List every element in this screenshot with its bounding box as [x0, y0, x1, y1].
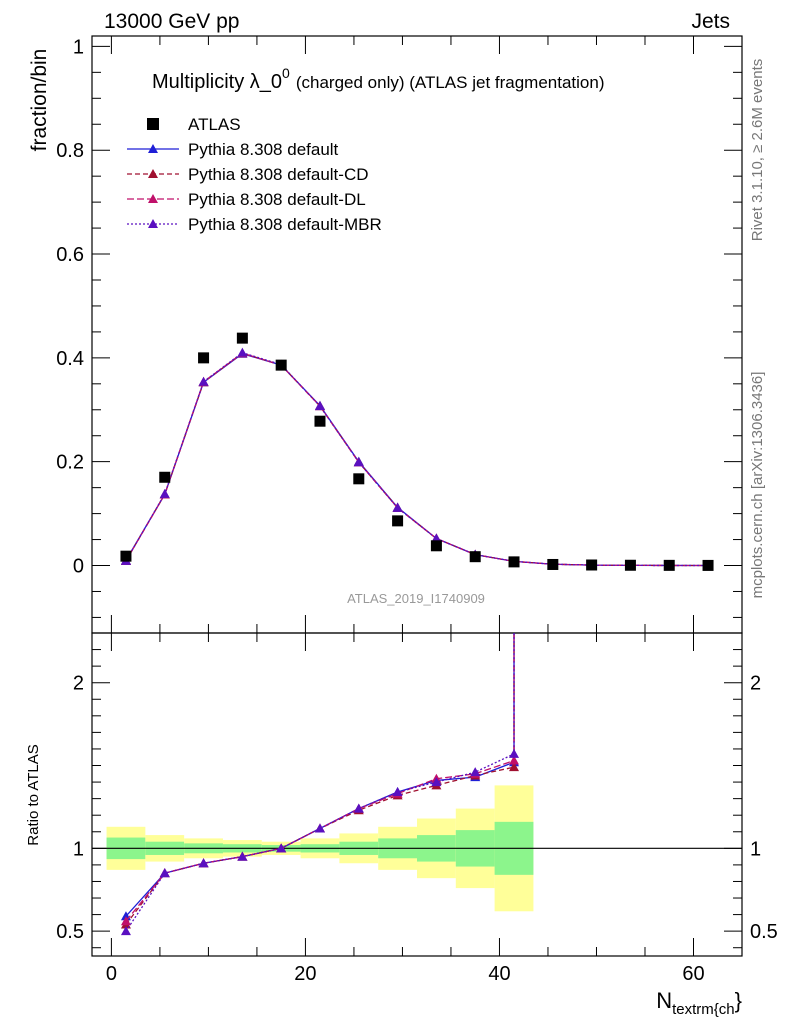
- ratio-xtick-label: 60: [682, 963, 704, 985]
- ratio-point-mbr: [159, 868, 170, 878]
- legend-label-dl: Pythia 8.308 default-DL: [188, 190, 366, 209]
- legend-marker-mbr: [148, 219, 158, 228]
- main-series-group: [120, 332, 714, 571]
- main-line-cd: [125, 352, 709, 567]
- ratio-point-mbr: [509, 748, 520, 758]
- main-point-mbr: [237, 347, 248, 357]
- main-point-atlas: [120, 550, 132, 562]
- main-point-atlas: [624, 559, 636, 571]
- ratio-point-mbr: [237, 851, 248, 861]
- ratio-series-group: [120, 633, 520, 936]
- legend-marker-cd: [148, 169, 158, 178]
- ratio-ytick-label-right: 2: [750, 673, 761, 695]
- analysis-watermark: ATLAS_2019_I1740909: [347, 591, 485, 606]
- main-point-atlas: [702, 559, 714, 571]
- plot-title: Multiplicity λ_00 (charged only) (ATLAS j…: [152, 65, 605, 93]
- ratio-point-mbr: [198, 858, 209, 868]
- ratio-ytick-label-right: 0.5: [750, 921, 778, 943]
- main-point-atlas: [663, 559, 675, 571]
- mcplots-label: mcplots.cern.ch [arXiv:1306.3436]: [749, 372, 766, 599]
- main-point-atlas: [430, 540, 442, 552]
- main-ytick-label: 0.6: [56, 244, 84, 266]
- y-axis-label-main: fraction/bin: [28, 49, 51, 152]
- y-axis-label-ratio: Ratio to ATLAS: [25, 744, 42, 845]
- main-axis-ticks: 0 0.2 0.4 0.6 0.8 1: [56, 36, 742, 633]
- rivet-version-label: Rivet 3.1.10, ≥ 2.6M events: [749, 59, 766, 242]
- main-point-mbr: [159, 488, 170, 498]
- main-point-atlas: [547, 558, 559, 570]
- main-point-atlas: [236, 332, 248, 344]
- ratio-line-dl: [125, 633, 515, 922]
- main-point-atlas: [159, 471, 171, 483]
- main-point-atlas: [508, 556, 520, 568]
- main-ytick-label: 0.4: [56, 348, 84, 370]
- ratio-ytick-label: 2: [73, 673, 84, 695]
- main-point-atlas: [198, 352, 210, 364]
- legend-marker-default: [148, 144, 158, 153]
- ratio-ytick-label: 1: [73, 838, 84, 860]
- ratio-point-mbr: [392, 787, 403, 797]
- ratio-point-mbr: [120, 926, 131, 936]
- ratio-xtick-label: 20: [294, 963, 316, 985]
- main-point-mbr: [353, 457, 364, 467]
- legend-label-cd: Pythia 8.308 default-CD: [188, 165, 369, 184]
- legend-marker-dl: [148, 194, 158, 203]
- main-line-mbr: [125, 351, 709, 567]
- main-point-mbr: [431, 533, 442, 543]
- ratio-ytick-label: 0.5: [56, 921, 84, 943]
- ratio-point-mbr: [276, 843, 287, 853]
- main-point-atlas: [469, 551, 481, 563]
- ratio-ytick-label-right: 1: [750, 838, 761, 860]
- ratio-panel-frame: [91, 632, 743, 957]
- ratio-point-mbr: [470, 767, 481, 777]
- main-point-atlas: [353, 473, 365, 485]
- main-ytick-label: 0.2: [56, 452, 84, 474]
- header-process-label: Jets: [691, 10, 730, 33]
- main-point-atlas: [586, 559, 598, 571]
- ratio-point-mbr: [431, 777, 442, 787]
- main-point-atlas: [275, 359, 287, 371]
- header-energy-label: 13000 GeV pp: [104, 10, 239, 33]
- ratio-xtick-label: 0: [106, 963, 117, 985]
- legend-marker-atlas: [147, 118, 159, 130]
- legend-label-default: Pythia 8.308 default: [188, 140, 339, 159]
- main-point-mbr: [198, 376, 209, 386]
- ratio-uncertainty-bands: [92, 785, 742, 912]
- ratio-xtick-label: 40: [488, 963, 510, 985]
- main-line-default: [125, 352, 709, 567]
- main-ytick-label: 0: [73, 556, 84, 578]
- ratio-point-dl: [509, 755, 520, 765]
- ratio-point-dl: [120, 916, 131, 926]
- ratio-point-cd: [509, 762, 520, 772]
- ratio-axis-ticks: 0.5 0.51 12 20 20 40 60: [56, 633, 778, 985]
- x-axis-label: Ntextrm{ch}: [656, 988, 742, 1018]
- legend: ATLAS Pythia 8.308 default Pythia 8.308 de…: [127, 115, 382, 234]
- main-line-dl: [125, 352, 709, 567]
- ratio-line-mbr: [125, 633, 515, 932]
- main-point-atlas: [392, 515, 404, 527]
- ratio-point-mbr: [353, 803, 364, 813]
- main-ytick-label: 0.8: [56, 140, 84, 162]
- main-point-mbr: [392, 502, 403, 512]
- main-point-mbr: [314, 401, 325, 411]
- legend-label-mbr: Pythia 8.308 default-MBR: [188, 215, 382, 234]
- main-point-atlas: [314, 415, 326, 427]
- ratio-point-mbr: [314, 823, 325, 833]
- main-ytick-label: 1: [73, 36, 84, 58]
- legend-label-atlas: ATLAS: [188, 115, 241, 134]
